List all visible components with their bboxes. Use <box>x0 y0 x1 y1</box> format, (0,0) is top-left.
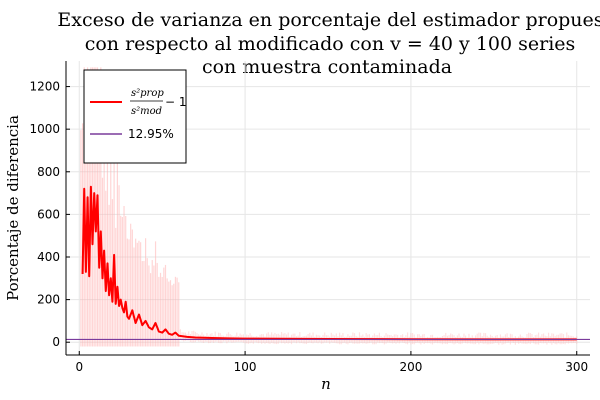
series-lines <box>66 185 590 341</box>
x-tick-label: 300 <box>565 360 588 374</box>
legend: s²prop s²mod − 1 12.95% <box>83 69 187 164</box>
x-axis-ticks: 0 100 200 300 <box>75 351 588 374</box>
y-tick-label: 200 <box>37 293 60 307</box>
y-axis-ticks: 0 200 400 600 800 1000 1200 <box>29 80 70 349</box>
chart-title: Exceso de varianza en porcentaje del est… <box>57 9 600 78</box>
legend-box <box>83 69 187 164</box>
x-tick-label: 100 <box>234 360 257 374</box>
title-line-1: Exceso de varianza en porcentaje del est… <box>57 9 600 31</box>
title-line-2: con respecto al modificado con v = 40 y … <box>85 33 576 55</box>
y-axis-label: Porcentaje de diferencia <box>4 115 22 301</box>
y-tick-label: 800 <box>37 165 60 179</box>
legend-ratio-numerator: s²prop <box>131 88 164 99</box>
legend-reference-label: 12.95% <box>128 127 174 141</box>
x-tick-label: 0 <box>75 360 83 374</box>
legend-ratio-suffix: − 1 <box>165 95 187 109</box>
y-tick-label: 0 <box>52 335 60 349</box>
x-tick-label: 200 <box>399 360 422 374</box>
y-tick-label: 1000 <box>29 122 60 136</box>
title-line-3: con muestra contaminada <box>202 56 452 78</box>
y-tick-label: 600 <box>37 207 60 221</box>
y-tick-label: 400 <box>37 250 60 264</box>
y-tick-label: 1200 <box>29 80 60 94</box>
legend-ratio-denominator: s²mod <box>131 106 162 117</box>
series-ratio-line <box>81 185 577 341</box>
x-axis-label: n <box>321 375 331 393</box>
plot-frame <box>65 61 590 356</box>
